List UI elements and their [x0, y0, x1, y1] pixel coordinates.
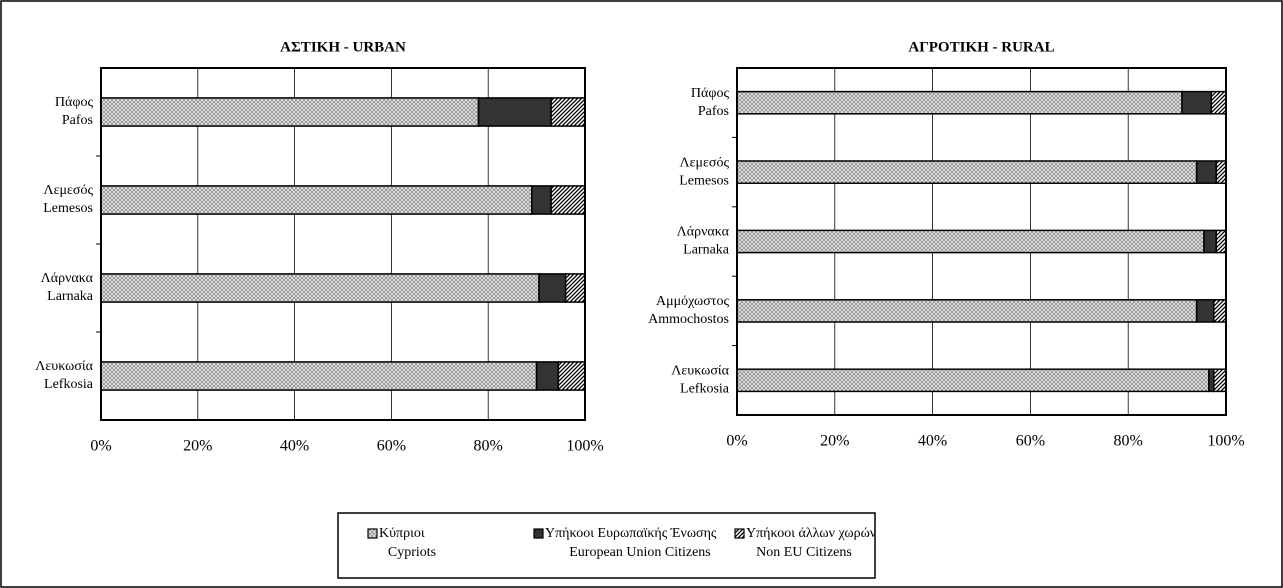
x-tick-label: 60% [1016, 433, 1045, 450]
legend-label: Κύπριοι [379, 526, 425, 541]
bar-segment [535, 361, 560, 391]
y-tick-label: Lefkosia [680, 382, 730, 397]
bar-segment [550, 185, 586, 215]
x-tick-label: 40% [918, 433, 947, 450]
y-tick-label: Lefkosia [44, 377, 94, 392]
chart-title: ΑΓΡΟΤΙΚΗ - RURAL [908, 39, 1054, 55]
legend-label: Υπήκοοι άλλων χωρών [746, 526, 876, 541]
y-tick-label: Pafos [62, 113, 93, 128]
bar-segment [557, 361, 586, 391]
x-tick-label: 100% [566, 438, 603, 455]
y-tick-label: Αμμόχωστος [656, 294, 729, 309]
x-tick-label: 80% [474, 438, 503, 455]
chart-title: ΑΣΤΙΚΗ - URBAN [280, 39, 406, 55]
bar-segment [100, 97, 480, 127]
legend-swatch [367, 528, 378, 539]
y-tick-label: Lemesos [679, 173, 729, 188]
x-tick-label: 20% [820, 433, 849, 450]
bar-segment [1195, 160, 1217, 184]
bar-segment [100, 273, 540, 303]
y-tick-label: Λεμεσός [43, 183, 93, 198]
y-tick-label: Larnaka [47, 289, 94, 304]
legend-label: Υπήκοοι Ευρωπαϊκής Ένωσης [545, 526, 717, 541]
legend-label: Non EU Citizens [756, 545, 852, 560]
bar-segment [736, 229, 1205, 254]
y-tick-label: Πάφος [55, 95, 94, 110]
bar-segment [736, 368, 1210, 393]
legend-label: European Union Citizens [569, 545, 711, 560]
plot-border [736, 67, 1227, 416]
x-tick-label: 40% [280, 438, 309, 455]
bar-segment [100, 185, 533, 215]
x-tick-label: 80% [1114, 433, 1143, 450]
bar-segment [736, 90, 1183, 115]
bar-segment [1215, 229, 1227, 254]
plot-border [100, 67, 586, 421]
bar-segment [564, 273, 586, 303]
y-tick-label: Λεμεσός [679, 155, 729, 170]
x-tick-label: 100% [1207, 433, 1244, 450]
y-tick-label: Λευκωσία [35, 359, 93, 374]
bar-segment [1203, 229, 1217, 254]
legend-label: Cypriots [388, 545, 436, 560]
legend-swatch [533, 528, 544, 539]
bar-segment [1213, 299, 1227, 323]
x-tick-label: 0% [90, 438, 111, 455]
y-tick-label: Pafos [698, 104, 729, 119]
y-tick-label: Λάρνακα [677, 225, 730, 240]
legend-swatch [734, 528, 745, 539]
bar-segment [477, 97, 552, 127]
x-tick-label: 60% [377, 438, 406, 455]
bar-segment [736, 299, 1198, 323]
bar-segment [1213, 368, 1227, 393]
y-tick-label: Lemesos [43, 201, 93, 216]
y-tick-label: Ammochostos [648, 312, 729, 327]
y-tick-label: Λευκωσία [671, 364, 729, 379]
bar-segment [1215, 160, 1227, 184]
bar-segment [550, 97, 586, 127]
bar-segment [736, 160, 1198, 184]
y-tick-label: Πάφος [691, 86, 730, 101]
x-tick-label: 20% [183, 438, 212, 455]
bar-segment [1210, 90, 1227, 115]
bar-segment [538, 273, 567, 303]
bar-segment [1181, 90, 1213, 115]
y-tick-label: Larnaka [683, 243, 730, 258]
bar-segment [1195, 299, 1215, 323]
x-tick-label: 0% [726, 433, 747, 450]
bar-segment [100, 361, 538, 391]
bar-segment [531, 185, 552, 215]
y-tick-label: Λάρνακα [41, 271, 94, 286]
legend-box [337, 512, 876, 579]
